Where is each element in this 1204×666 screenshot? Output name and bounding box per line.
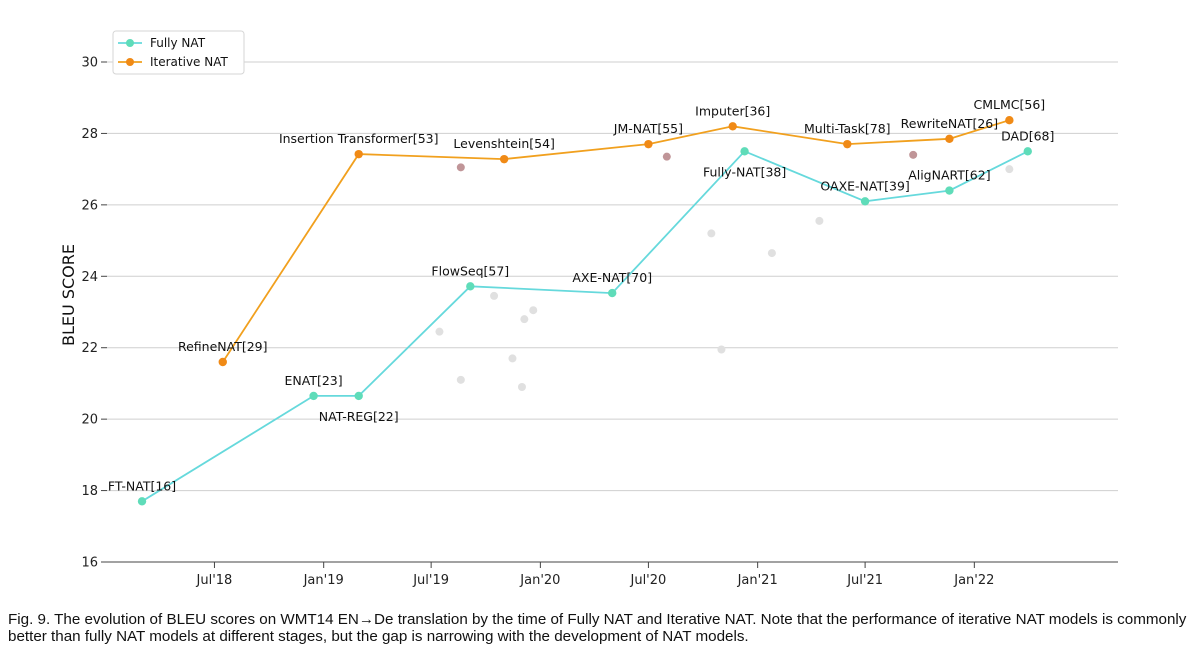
data-point [843,139,852,149]
data-point [354,391,363,401]
data-point [860,197,870,206]
background-point [435,327,444,336]
data-point [499,154,509,164]
data-point [608,288,617,298]
data-label: AligNART[62] [908,168,990,183]
bleu-line-chart: 16 18 20 22 24 26 28 30 Jul'18 Jan'19 Jul'19 Jan'20… [59,30,1118,588]
data-label: AXE-NAT[70] [572,270,652,285]
legend-label: Iterative NAT [150,55,229,69]
data-point [945,134,954,143]
data-label: Imputer[36] [695,103,770,118]
x-tick-label: Jul'21 [846,573,883,588]
data-point [354,149,363,159]
background-point [517,383,526,391]
x-tick-label: Jan'20 [519,573,560,588]
background-point [707,229,716,238]
data-point [644,139,653,149]
series-line-1 [222,119,1010,363]
legend-box [112,30,245,75]
background-point [456,163,465,172]
background-point [1005,165,1014,174]
x-tick-label: Jul'19 [412,573,449,588]
x-tick-label: Jan'21 [737,573,778,588]
background-point [529,306,538,315]
legend-label: Fully NAT [150,36,206,50]
y-axis-title: BLEU SCORE [59,244,78,346]
data-label: RewriteNAT[26] [901,116,998,131]
data-point [1005,116,1014,125]
data-point [1023,147,1032,156]
data-point [466,282,475,291]
axes: 16 18 20 22 24 26 28 30 Jul'18 Jan'19 Jul'19 Jan'20… [81,56,1118,588]
data-point [740,147,749,156]
y-tick-label: 26 [81,198,98,213]
background-point [508,354,517,363]
x-tick-label: Jul'20 [630,573,667,588]
y-tick-label: 30 [81,56,98,71]
data-label: Multi-Task[78] [804,121,891,136]
y-tick-label: 16 [81,556,98,571]
background-point [490,291,499,300]
background-point [717,345,726,354]
series [137,116,1032,506]
background-point [909,150,918,159]
figure-caption: Fig. 9. The evolution of BLEU scores on … [8,611,1187,645]
background-points [435,150,1014,391]
legend: Fully NAT Iterative NAT [112,30,245,75]
data-label: DAD[68] [1001,128,1054,143]
data-label: OAXE-NAT[39] [820,178,909,193]
data-point [218,357,227,367]
data-label: ENAT[23] [285,373,343,388]
y-tick-label: 20 [81,413,98,428]
data-point [137,497,147,506]
data-label: JM-NAT[55] [613,121,683,136]
legend-marker [126,39,134,47]
data-label: CMLMC[56] [974,97,1046,112]
data-point [728,122,737,131]
x-tick-label: Jul'18 [196,573,233,588]
y-tick-label: 18 [81,484,98,499]
data-label: FT-NAT[16] [108,478,176,493]
point-labels: FT-NAT[16] ENAT[23] NAT-REG[22] FlowSeq[57]… [108,97,1054,493]
series-line-0 [141,150,1029,503]
data-label: RefineNAT[29] [178,339,268,354]
data-point [945,186,954,195]
y-tick-label: 28 [81,127,98,142]
data-label: Fully-NAT[38] [703,164,786,179]
data-point [309,391,318,401]
data-label: NAT-REG[22] [319,409,399,424]
data-label: FlowSeq[57] [431,263,509,278]
background-point [520,315,529,324]
background-point [662,152,671,161]
data-label: Insertion Transformer[53] [279,131,439,146]
y-tick-label: 24 [81,270,98,285]
background-point [456,375,465,384]
x-tick-label: Jan'19 [303,573,344,588]
y-tick-label: 22 [81,341,98,356]
background-point [815,216,824,225]
x-tick-label: Jan'22 [953,573,994,588]
background-point [767,249,776,258]
data-label: Levenshtein[54] [453,136,555,151]
legend-marker [126,58,134,66]
